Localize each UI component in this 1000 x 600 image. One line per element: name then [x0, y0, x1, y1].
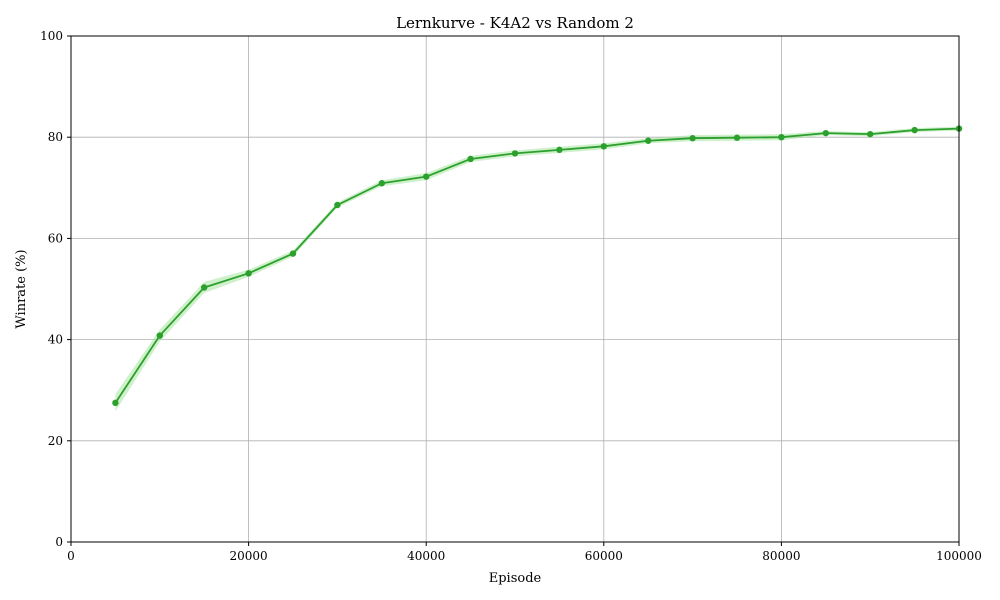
x-tick-label-1: 20000 — [230, 549, 268, 563]
ticks-group: 0 20000 40000 60000 80000 100000 0 20 40 60 80 100 — [40, 29, 982, 563]
data-point-14 — [733, 134, 741, 141]
axes-frame — [70, 35, 960, 543]
x-tick-label-3: 60000 — [585, 549, 623, 563]
data-point-13 — [689, 135, 696, 142]
y-axis-label: Winrate (%) — [14, 249, 29, 328]
data-point-12 — [645, 137, 652, 144]
chart-title: Lernkurve - K4A2 vs Random 2 — [396, 14, 634, 32]
y-tick-label-0: 0 — [55, 535, 63, 549]
series-group — [112, 125, 963, 407]
data-point-16 — [822, 129, 829, 137]
data-point-0 — [112, 399, 119, 407]
data-point-18 — [911, 126, 918, 134]
y-tick-label-1: 20 — [48, 434, 63, 448]
data-point-4 — [289, 250, 297, 257]
y-tick-label-4: 80 — [48, 130, 63, 144]
y-tick-label-5: 100 — [40, 29, 63, 43]
data-point-15 — [778, 134, 785, 141]
data-point-6 — [378, 180, 385, 187]
data-point-1 — [156, 332, 163, 339]
x-tick-label-5: 100000 — [936, 549, 982, 563]
x-tick-label-2: 40000 — [407, 549, 445, 563]
data-point-7 — [423, 173, 430, 180]
data-point-11 — [600, 143, 607, 150]
data-point-5 — [334, 201, 341, 209]
x-tick-label-0: 0 — [67, 549, 75, 563]
data-point-3 — [245, 270, 252, 277]
data-point-10 — [556, 146, 563, 154]
data-point-8 — [467, 155, 474, 163]
x-axis-label: Episode — [489, 571, 542, 586]
x-tick-label-4: 80000 — [762, 549, 800, 563]
series-line-0 — [114, 127, 960, 404]
y-tick-label-3: 60 — [48, 231, 63, 245]
y-tick-label-2: 40 — [48, 333, 63, 347]
data-point-17 — [867, 130, 874, 138]
data-point-2 — [201, 284, 208, 291]
data-point-9 — [511, 150, 519, 157]
